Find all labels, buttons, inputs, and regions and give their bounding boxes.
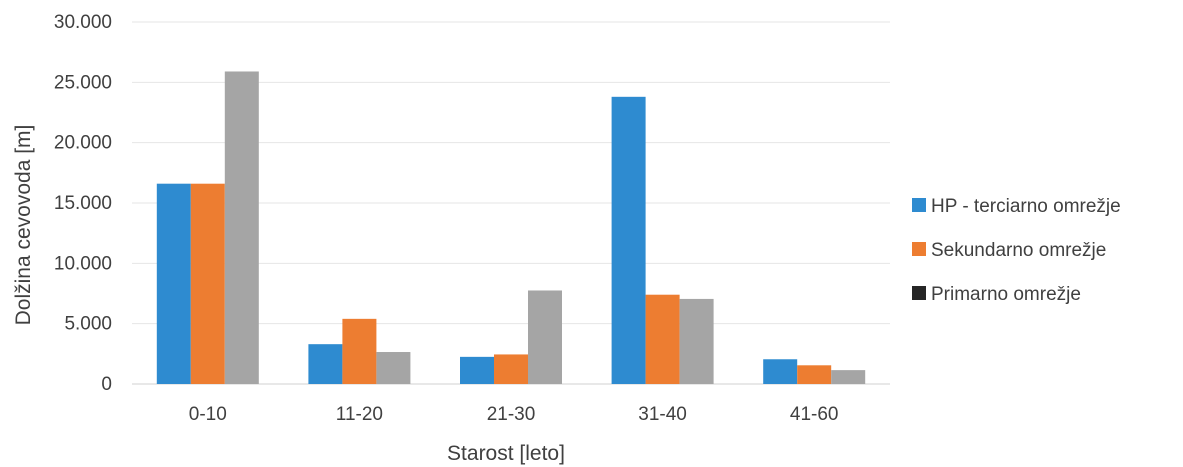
- bar-primarno-omre-je-31-40: [679, 298, 714, 384]
- bar-hp-terciarno-omre-je-11-20: [308, 344, 343, 384]
- bar-sekundarno-omre-je-21-30: [494, 354, 528, 384]
- legend-label: Sekundarno omrežje: [931, 240, 1106, 261]
- bar-sekundarno-omre-je-11-20: [342, 318, 377, 384]
- x-tick-label: 0-10: [189, 404, 227, 425]
- x-tick-labels: 0-10 11-20 21-30 31-40 41-60: [189, 404, 839, 425]
- x-tick-label: 31-40: [638, 404, 687, 425]
- x-tick-label: 11-20: [336, 404, 383, 425]
- y-tick-label: 15.000: [54, 193, 112, 214]
- y-axis-title: Dolžina cevovoda [m]: [12, 125, 35, 326]
- y-tick-label: 5.000: [64, 314, 112, 335]
- bar-hp-terciarno-omre-je-0-10: [156, 183, 191, 384]
- legend-swatch: [912, 198, 926, 212]
- y-tick-labels: 0 5.000 10.000 15.000 20.000 25.000 30.000: [54, 12, 112, 395]
- legend: HP - terciarno omrežje Sekundarno omrežje…: [912, 196, 1121, 305]
- x-tick-label: 41-60: [790, 404, 839, 425]
- bar-primarno-omre-je-0-10: [224, 71, 259, 385]
- x-axis-title: Starost [leto]: [447, 442, 565, 465]
- legend-label: Primarno omrežje: [931, 284, 1081, 305]
- bar-primarno-omre-je-41-60: [831, 370, 866, 384]
- y-tick-label: 0: [101, 374, 112, 395]
- y-tick-label: 10.000: [54, 253, 112, 274]
- legend-label: HP - terciarno omrežje: [931, 196, 1121, 217]
- bar-hp-terciarno-omre-je-21-30: [460, 356, 494, 384]
- y-tick-label: 20.000: [54, 133, 112, 154]
- bar-hp-terciarno-omre-je-41-60: [763, 359, 798, 384]
- bar-sekundarno-omre-je-31-40: [645, 294, 680, 384]
- bar-sekundarno-omre-je-0-10: [190, 183, 225, 384]
- bar-hp-terciarno-omre-je-31-40: [611, 96, 646, 385]
- bar-sekundarno-omre-je-41-60: [797, 365, 832, 384]
- bar-primarno-omre-je-21-30: [528, 290, 562, 384]
- legend-swatch: [912, 242, 926, 256]
- y-tick-label: 25.000: [54, 72, 112, 93]
- legend-swatch: [912, 286, 926, 300]
- bars: [156, 71, 866, 385]
- x-tick-label: 21-30: [487, 404, 536, 425]
- y-tick-label: 30.000: [54, 12, 112, 33]
- bar-primarno-omre-je-11-20: [376, 352, 411, 384]
